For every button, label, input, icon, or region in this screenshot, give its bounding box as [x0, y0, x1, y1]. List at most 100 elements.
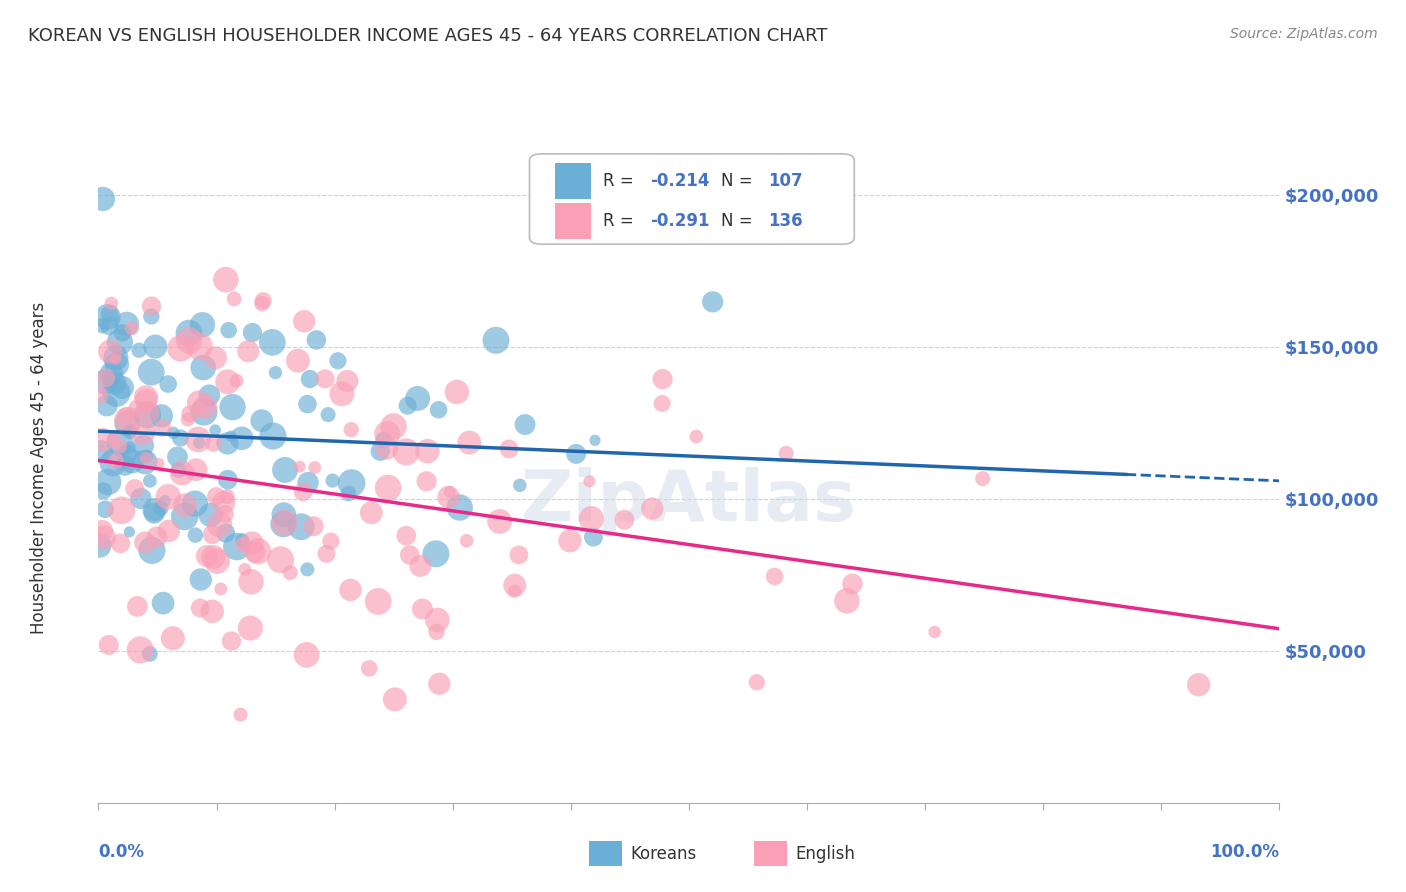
- Point: [745, 675, 768, 690]
- Point: [101, 456, 124, 470]
- Point: [166, 450, 188, 464]
- Point: [214, 526, 236, 541]
- Point: [94, 375, 117, 389]
- Point: [148, 457, 170, 471]
- Point: [384, 692, 406, 706]
- Point: [179, 334, 201, 348]
- Point: [127, 401, 149, 416]
- Point: [141, 299, 163, 313]
- Point: [685, 429, 707, 443]
- Point: [118, 440, 141, 454]
- Point: [578, 475, 600, 489]
- Point: [437, 490, 460, 504]
- Point: [396, 399, 419, 413]
- Point: [315, 547, 337, 561]
- Point: [558, 533, 581, 548]
- Point: [446, 384, 468, 399]
- Point: [195, 549, 218, 563]
- Point: [89, 388, 111, 402]
- Point: [115, 447, 138, 461]
- Point: [184, 528, 207, 542]
- Point: [702, 294, 724, 309]
- Point: [264, 366, 287, 380]
- Point: [326, 353, 349, 368]
- Point: [456, 533, 478, 548]
- Point: [115, 317, 138, 331]
- Point: [202, 550, 225, 565]
- Point: [509, 478, 531, 492]
- Point: [136, 408, 159, 422]
- Point: [243, 545, 266, 559]
- Point: [340, 476, 363, 491]
- Point: [202, 436, 225, 450]
- Point: [270, 553, 292, 567]
- Point: [582, 530, 605, 544]
- Point: [135, 390, 157, 404]
- Point: [274, 463, 297, 477]
- Point: [336, 374, 359, 388]
- Point: [340, 423, 363, 437]
- Point: [763, 569, 786, 583]
- Point: [367, 594, 389, 608]
- Point: [613, 513, 636, 527]
- Point: [91, 192, 114, 206]
- Point: [141, 365, 163, 379]
- Point: [91, 433, 114, 447]
- Point: [219, 429, 242, 443]
- Point: [104, 376, 127, 391]
- Point: [240, 536, 263, 550]
- Point: [239, 621, 262, 635]
- Point: [651, 396, 673, 410]
- Point: [375, 441, 398, 455]
- Point: [583, 434, 606, 448]
- Bar: [555, 163, 591, 200]
- Point: [221, 400, 243, 414]
- Point: [105, 358, 128, 372]
- Text: -0.214: -0.214: [650, 172, 710, 190]
- Bar: [754, 841, 787, 866]
- Point: [224, 292, 246, 306]
- FancyBboxPatch shape: [530, 154, 855, 244]
- Point: [295, 648, 318, 662]
- Point: [141, 543, 163, 558]
- Point: [132, 438, 155, 452]
- Point: [225, 540, 247, 554]
- Point: [132, 426, 155, 441]
- Text: N =: N =: [721, 211, 758, 229]
- Point: [218, 323, 240, 337]
- Point: [238, 344, 260, 359]
- Point: [835, 594, 858, 608]
- Point: [135, 392, 157, 407]
- Point: [145, 340, 167, 354]
- Point: [314, 372, 336, 386]
- Point: [129, 491, 152, 506]
- Point: [191, 318, 214, 332]
- Point: [208, 517, 231, 532]
- Point: [157, 524, 180, 538]
- Point: [162, 631, 184, 645]
- Point: [411, 602, 433, 616]
- Point: [319, 534, 342, 549]
- Point: [204, 423, 226, 437]
- Text: 107: 107: [768, 172, 803, 190]
- Point: [150, 409, 173, 423]
- Point: [115, 409, 138, 424]
- Point: [157, 377, 180, 392]
- Text: KOREAN VS ENGLISH HOUSEHOLDER INCOME AGES 45 - 64 YEARS CORRELATION CHART: KOREAN VS ENGLISH HOUSEHOLDER INCOME AGE…: [28, 27, 828, 45]
- Point: [262, 335, 284, 350]
- Point: [287, 353, 309, 368]
- Point: [232, 538, 254, 552]
- Point: [143, 502, 166, 516]
- Point: [118, 425, 141, 439]
- Point: [127, 599, 149, 614]
- Point: [273, 508, 295, 522]
- Point: [231, 533, 253, 548]
- Point: [513, 417, 536, 432]
- Point: [297, 562, 319, 576]
- Point: [406, 392, 429, 406]
- Point: [395, 528, 418, 542]
- Point: [117, 413, 139, 427]
- Point: [152, 421, 174, 435]
- Text: R =: R =: [603, 172, 638, 190]
- Point: [174, 498, 197, 512]
